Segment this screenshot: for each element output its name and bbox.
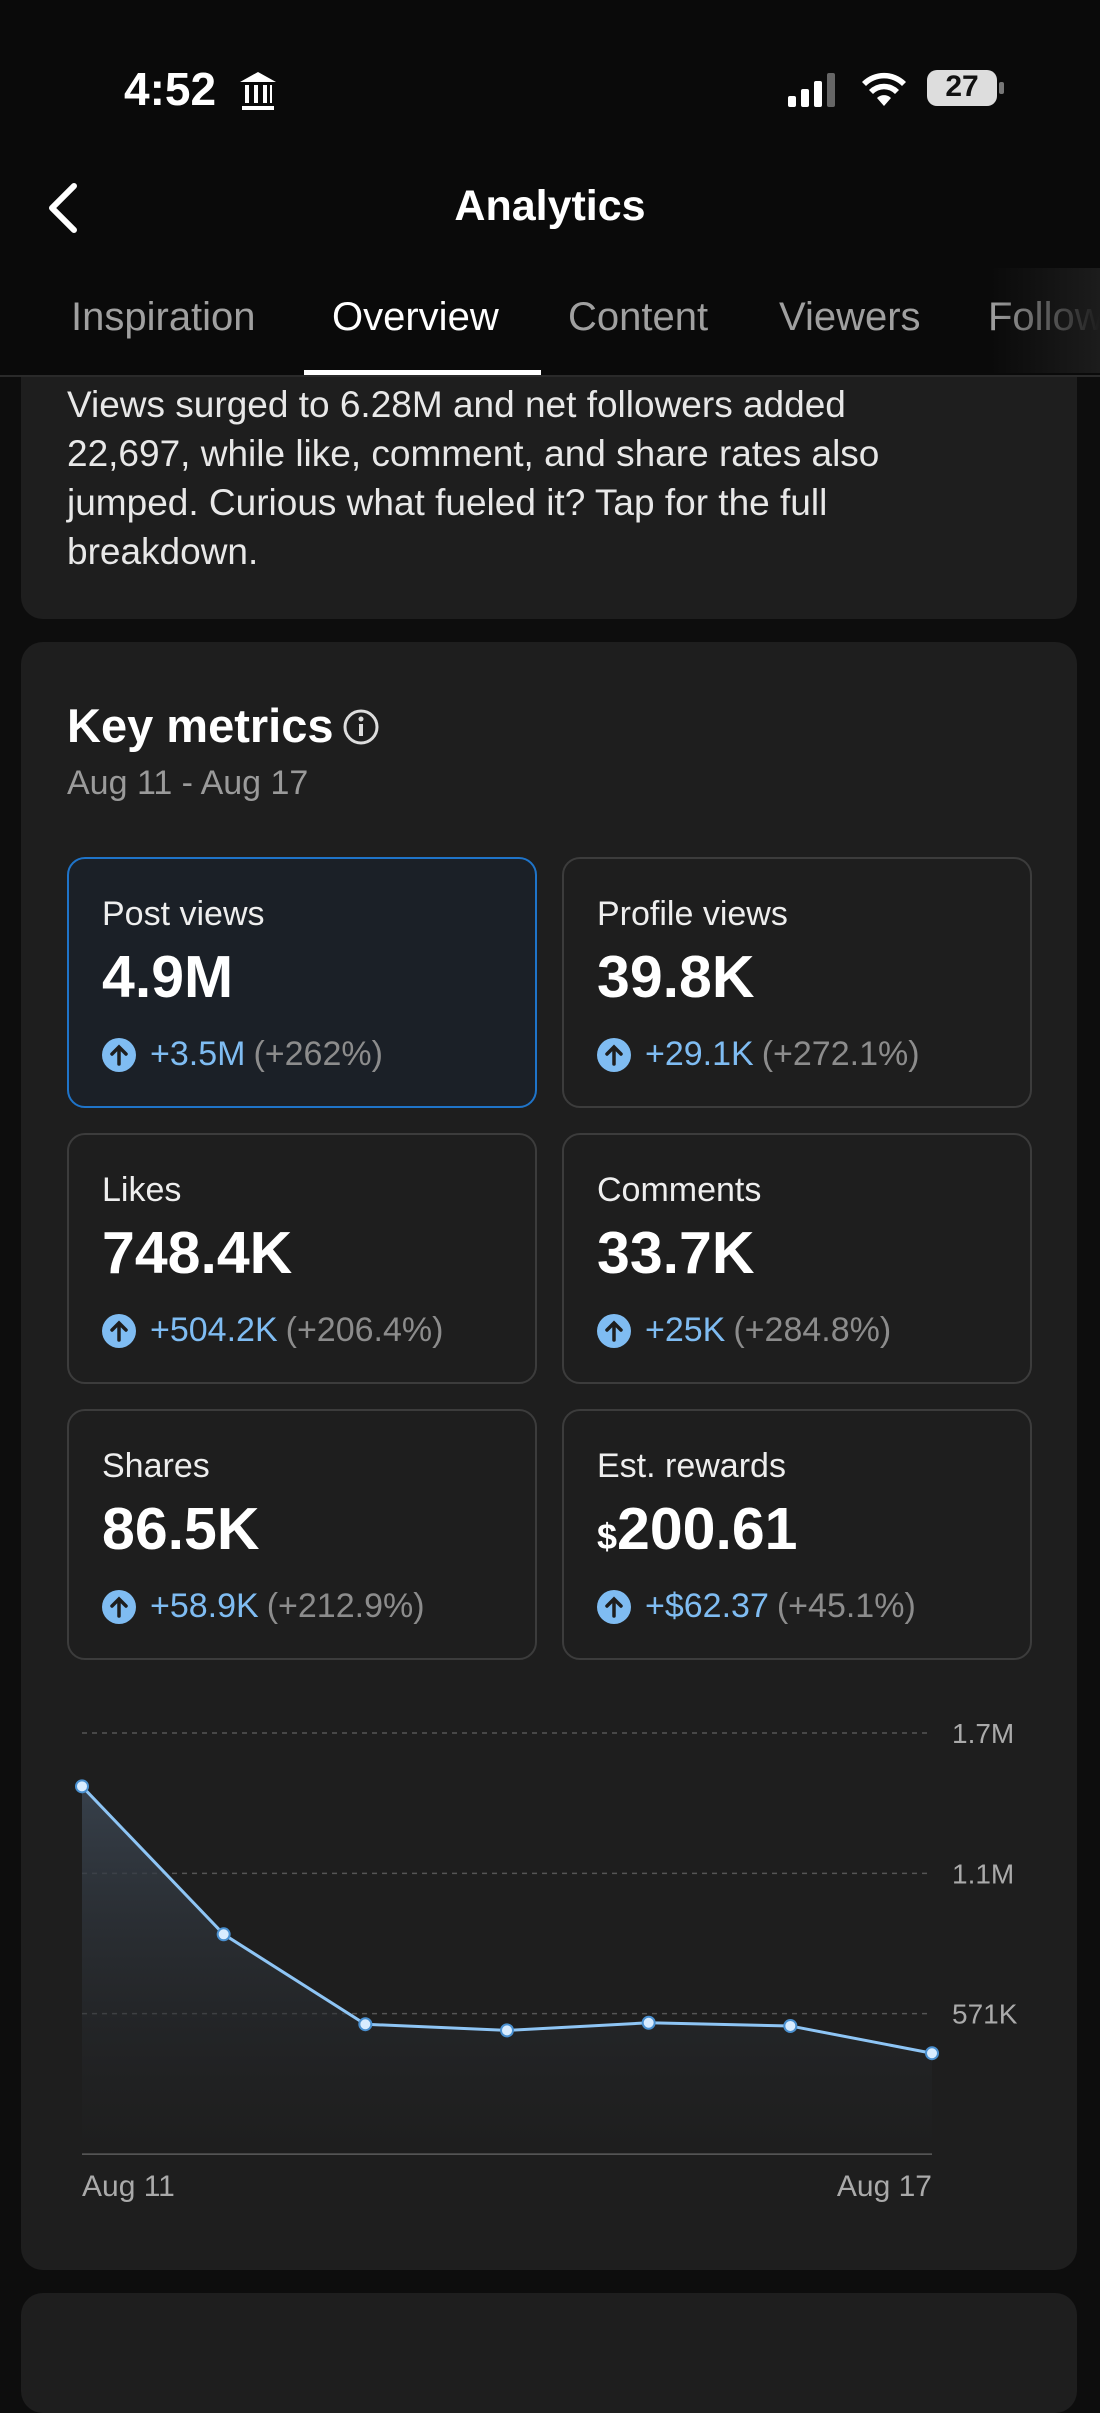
metric-tile[interactable]: Post views 4.9M +3.5M (+262%) [67,857,537,1108]
icon-arrow [110,1596,128,1618]
metric-label: Est. rewards [597,1447,786,1485]
change-percent: (+212.9%) [266,1587,425,1625]
icon-arrow [605,1320,623,1342]
change-percent: (+272.1%) [761,1035,920,1073]
metric-change: +504.2K (+206.4%) [102,1311,443,1350]
tab-bar: InspirationOverviewContentViewersFollowe… [0,295,1100,375]
metric-change: +29.1K (+272.1%) [597,1035,920,1074]
change-value: +504.2K [150,1311,278,1349]
metric-number: 39.8K [597,944,755,1010]
views-chart: 571K 1.1M 1.7M Aug 11 Aug 17 [75,1718,1018,2203]
metric-change: +$62.37 (+45.1%) [597,1587,916,1626]
up-icon [597,1313,631,1348]
next-card [21,2293,1077,2413]
point [783,2018,798,2033]
metric-label: Likes [102,1171,182,1209]
metric-label: Profile views [597,895,788,933]
tab[interactable]: Inspiration [71,295,256,339]
change-value: +3.5M [150,1035,246,1073]
battery-icon [927,70,1004,106]
change-value: +25K [645,1311,726,1349]
metric-value: 39.8K [597,943,754,1011]
metric-label: Post views [102,895,265,933]
x-tick-label: Aug 11 [82,2170,175,2203]
y-tick-label: 571K [952,1999,1018,2030]
point [925,2046,939,2061]
metric-number: 748.4K [102,1220,293,1286]
header-title: Analytics [454,182,646,230]
wifi-icon [862,72,906,106]
back-button[interactable] [44,182,84,234]
area [82,1786,932,2154]
metric-tile[interactable]: Shares 86.5K +58.9K (+212.9%) [67,1409,537,1660]
icon-arrow [605,1596,623,1618]
key-metrics-title: Key metrics [67,699,334,752]
up-icon [102,1589,136,1624]
up-icon [102,1037,136,1072]
metric-label: Comments [597,1171,762,1209]
change-percent: (+206.4%) [285,1311,444,1349]
tab[interactable]: Viewers [779,295,921,339]
summary-text: Views surged to 6.28M and net followers … [67,384,880,572]
metric-value: $200.61 [597,1495,798,1563]
metric-change: +58.9K (+212.9%) [102,1587,425,1626]
y-tick-label: 1.7M [952,1718,1014,1749]
point [75,1779,89,1794]
top-bar: 4:52 27 Analytics Inspiration Overview Con… [0,0,1100,377]
change-percent: (+284.8%) [733,1311,892,1349]
metric-value: 4.9M [102,943,233,1011]
bank-icon [240,72,276,110]
metric-number: 4.9M [102,944,234,1010]
change-percent: (+262%) [253,1035,383,1073]
battery-level: 27 [945,70,979,103]
metric-change: +3.5M (+262%) [102,1035,383,1074]
metric-number: 33.7K [597,1220,755,1286]
tab-fade [990,268,1100,373]
tab[interactable]: Overview [332,295,499,339]
info-icon[interactable] [342,708,380,746]
metric-change: +25K (+284.8%) [597,1311,891,1350]
up-icon [597,1037,631,1072]
status-time: 4:52 [124,63,217,115]
change-percent: (+45.1%) [776,1587,916,1625]
tab[interactable]: Content [568,295,709,339]
metric-value: 86.5K [102,1495,259,1563]
metric-tile[interactable]: Likes 748.4K +504.2K (+206.4%) [67,1133,537,1384]
metric-tile[interactable]: Comments 33.7K +25K (+284.8%) [562,1133,1032,1384]
tab-indicator [304,370,541,375]
icon-arrow [110,1320,128,1342]
point [358,2017,373,2032]
metric-value: 33.7K [597,1219,754,1287]
point [641,2015,656,2030]
signal-icon [788,73,835,107]
metric-number: 86.5K [102,1496,260,1562]
up-icon [102,1313,136,1348]
currency: $ [597,1516,618,1557]
metric-value: 748.4K [102,1219,292,1287]
metric-label: Shares [102,1447,210,1485]
change-value: +58.9K [150,1587,259,1625]
y-tick-label: 1.1M [952,1858,1014,1889]
change-value: +29.1K [645,1035,754,1073]
metric-tile[interactable]: Est. rewards $200.61 +$62.37 (+45.1%) [562,1409,1032,1660]
icon-arrow [605,1044,623,1066]
metric-tile[interactable]: Profile views 39.8K +29.1K (+272.1%) [562,857,1032,1108]
metric-number: 200.61 [617,1496,798,1562]
x-tick-label: Aug 17 [837,2170,932,2203]
point [216,1927,231,1942]
icon-arrow [110,1044,128,1066]
change-value: +$62.37 [645,1587,769,1625]
date-range: Aug 11 - Aug 17 [67,764,309,802]
point [500,2023,514,2038]
up-icon [597,1589,631,1624]
